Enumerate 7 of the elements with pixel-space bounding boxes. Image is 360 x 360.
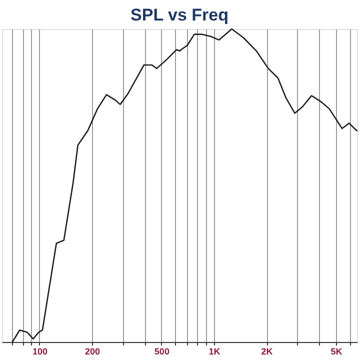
x-tick-label: 100 <box>32 346 48 356</box>
chart-title: SPL vs Freq <box>130 5 228 24</box>
x-tick-label: 200 <box>84 346 100 356</box>
x-tick-label: 5K <box>330 346 343 356</box>
x-tick-label: 2K <box>261 346 274 356</box>
x-tick-label: 500 <box>154 346 170 356</box>
x-tick-label: 1K <box>208 346 221 356</box>
